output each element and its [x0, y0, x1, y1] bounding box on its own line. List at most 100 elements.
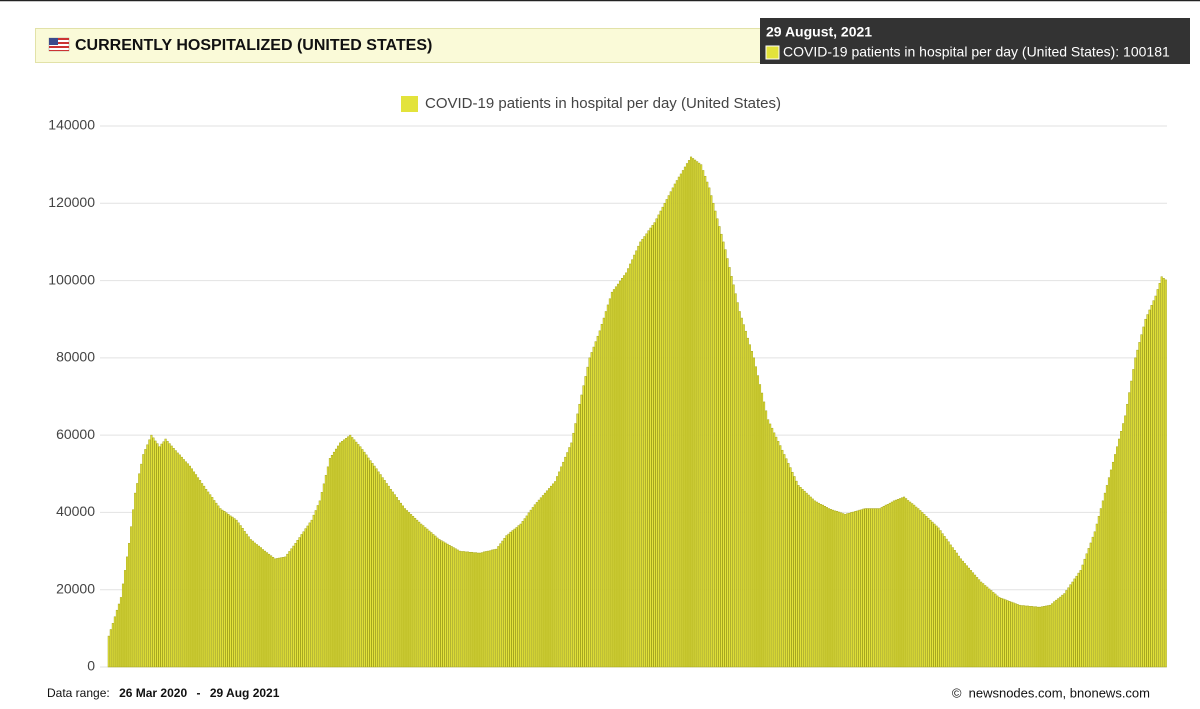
bar — [270, 555, 273, 668]
bar — [373, 465, 376, 668]
bar — [570, 442, 573, 668]
bar — [681, 170, 684, 668]
bar — [787, 463, 790, 668]
bar — [399, 502, 402, 668]
bar — [515, 527, 518, 668]
bar — [219, 508, 222, 668]
bar — [261, 549, 265, 668]
bar — [322, 483, 325, 668]
bar — [126, 556, 129, 668]
bar — [377, 471, 380, 668]
bar — [298, 537, 301, 668]
tooltip-label: COVID-19 patients in hospital per day (U… — [783, 44, 1170, 60]
bar — [1095, 523, 1098, 668]
bar — [418, 521, 421, 668]
bar — [627, 268, 630, 668]
bar — [434, 535, 437, 668]
bar — [706, 181, 709, 668]
bar — [738, 311, 741, 668]
bar — [300, 534, 303, 668]
bar — [123, 570, 127, 668]
bar — [1026, 605, 1029, 668]
bar — [403, 508, 407, 668]
bar — [251, 540, 254, 668]
bar — [564, 456, 567, 668]
bar — [197, 477, 200, 668]
bar — [1063, 593, 1066, 668]
bar — [115, 609, 118, 668]
bar — [489, 550, 492, 668]
bar — [756, 375, 760, 668]
bar — [649, 227, 652, 668]
legend-label[interactable]: COVID-19 patients in hospital per day (U… — [425, 95, 781, 112]
bar — [132, 509, 135, 668]
bar — [446, 543, 449, 668]
bar — [1038, 606, 1042, 668]
bar — [231, 516, 234, 668]
bar — [1028, 606, 1031, 668]
bar — [842, 513, 845, 668]
bar — [629, 263, 632, 668]
bar — [750, 351, 753, 668]
bar — [349, 434, 352, 668]
y-tick-label: 60000 — [56, 426, 95, 442]
bar — [844, 514, 847, 668]
bar — [1000, 597, 1003, 668]
bar — [566, 452, 569, 668]
bar — [211, 497, 214, 668]
bar — [596, 335, 599, 668]
bar — [900, 497, 904, 668]
y-tick-label: 120000 — [48, 194, 95, 210]
bar — [767, 419, 770, 668]
bar — [919, 510, 922, 668]
bar — [852, 511, 855, 668]
bar — [761, 392, 764, 668]
bar — [720, 233, 723, 668]
bar — [233, 518, 236, 668]
bar — [274, 558, 277, 668]
bar — [996, 595, 999, 668]
bar — [898, 498, 902, 668]
bar — [1120, 431, 1123, 668]
bar — [724, 249, 727, 668]
bar — [253, 542, 256, 668]
bar — [509, 531, 512, 668]
bar — [951, 547, 954, 668]
bar — [450, 546, 453, 668]
bar — [716, 218, 719, 668]
bar — [1081, 564, 1084, 668]
bar — [872, 508, 875, 668]
bar — [235, 519, 238, 668]
bar — [263, 550, 267, 668]
bar — [700, 164, 703, 668]
bar — [748, 344, 751, 668]
bar — [353, 439, 356, 668]
bar — [669, 191, 672, 668]
bar — [190, 468, 194, 668]
bar — [957, 555, 960, 668]
bar — [754, 366, 757, 668]
bar — [1087, 548, 1090, 668]
bar — [882, 505, 885, 668]
bar — [306, 525, 309, 668]
bar — [249, 539, 252, 668]
bar — [308, 522, 311, 668]
bar — [568, 447, 571, 668]
bar — [357, 444, 360, 668]
chart-title: CURRENTLY HOSPITALIZED (UNITED STATES) — [75, 37, 432, 54]
bar — [1136, 349, 1139, 668]
bar — [144, 449, 147, 668]
bar — [209, 494, 212, 668]
bar — [963, 563, 966, 668]
bar — [1089, 542, 1092, 668]
bar — [783, 454, 786, 668]
bar — [608, 298, 611, 668]
plot-area: 0 20000 40000 60000 80000 100000 120000 140000 — [48, 117, 1167, 674]
bar — [702, 170, 705, 668]
bar — [422, 525, 425, 668]
bar — [777, 441, 780, 668]
bar — [1140, 334, 1143, 668]
bar — [140, 463, 143, 668]
bar — [1051, 603, 1054, 668]
